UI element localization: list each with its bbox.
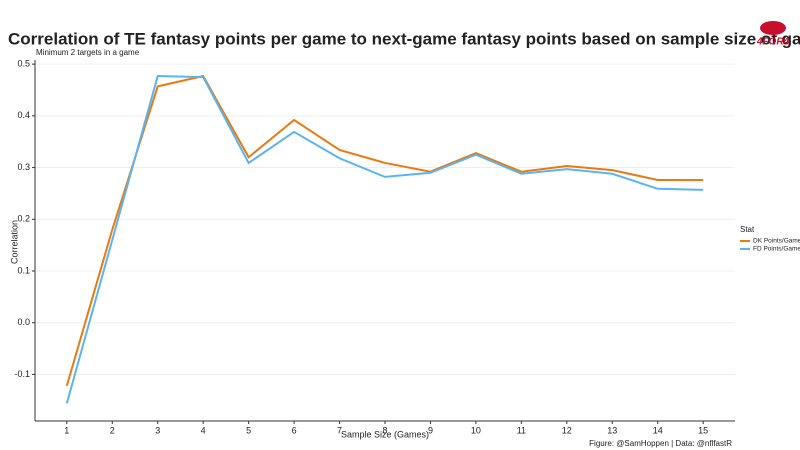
- chart-subtitle: Minimum 2 targets in a game: [36, 48, 140, 57]
- line: [65, 75, 704, 404]
- line: [65, 74, 704, 387]
- y-tick-label: 0.0: [17, 317, 30, 327]
- logo-ball: [760, 21, 786, 35]
- x-axis-label: Sample Size (Games): [341, 429, 429, 439]
- logo: 4FOR4: [756, 37, 790, 48]
- legend-label: DK Points/Game: [753, 238, 800, 245]
- x-tick-label: 7: [337, 425, 342, 435]
- y-tick-label: 0.4: [17, 110, 30, 120]
- x-tick-label: 11: [517, 425, 526, 435]
- x-tick-label: 9: [428, 425, 433, 435]
- x-tick-label: 12: [562, 425, 572, 435]
- y-tick-label: 0.5: [17, 59, 30, 69]
- x-tick-label: 8: [382, 425, 387, 435]
- y-tick-label: 0.3: [17, 162, 30, 172]
- x-tick-label: 14: [653, 425, 663, 435]
- chart-title: Correlation of TE fantasy points per gam…: [8, 29, 800, 48]
- x-tick-label: 6: [292, 425, 297, 435]
- y-axis-label: Correlation: [9, 220, 19, 264]
- x-tick-label: 10: [471, 425, 481, 435]
- y-tick-label: -0.1: [14, 369, 30, 379]
- x-tick-label: 15: [698, 425, 708, 435]
- x-tick-label: 4: [201, 425, 206, 435]
- y-tick-label: 0.1: [17, 265, 30, 275]
- x-tick-label: 13: [607, 425, 617, 435]
- x-tick-label: 3: [155, 425, 160, 435]
- x-tick-label: 1: [64, 425, 69, 435]
- y-tick-label: 0.2: [17, 214, 30, 224]
- legend-title: Stat: [740, 225, 755, 234]
- legend-label: FD Points/Game: [753, 246, 800, 253]
- caption: Figure: @SamHoppen | Data: @nflfastR: [589, 439, 732, 448]
- x-tick-label: 5: [246, 425, 251, 435]
- x-tick-label: 2: [110, 425, 115, 435]
